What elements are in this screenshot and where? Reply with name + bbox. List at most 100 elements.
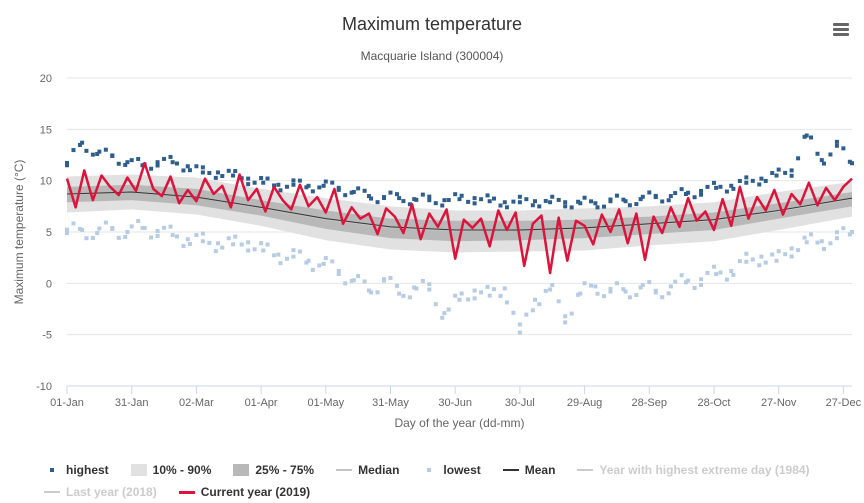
legend-item-lowest[interactable]: lowest	[421, 463, 481, 477]
lowest-point	[226, 236, 231, 241]
legend-item-band-25-75[interactable]: 25% - 75%	[233, 463, 314, 477]
legend-label: Last year (2018)	[66, 485, 157, 499]
highest-point	[537, 204, 542, 209]
highest-point	[155, 163, 160, 168]
highest-point	[802, 134, 807, 139]
legend-item-band-10-90[interactable]: 10% - 90%	[130, 463, 211, 477]
mean-line	[66, 191, 853, 231]
lowest-point	[744, 251, 749, 256]
lowest-point	[272, 253, 277, 258]
lowest-point	[556, 299, 561, 304]
highest-point	[548, 200, 553, 205]
lowest-point	[213, 249, 218, 254]
highest-point	[427, 198, 432, 203]
highest-point	[563, 200, 568, 205]
highest-point	[125, 160, 130, 165]
chart-subtitle: Macquarie Island (300004)	[360, 49, 504, 63]
lowest-point	[498, 293, 503, 298]
lowest-point	[323, 255, 328, 260]
highest-point	[601, 204, 606, 209]
highest-point	[394, 192, 399, 197]
highest-point	[640, 194, 645, 199]
legend-symbol	[502, 469, 519, 471]
highest-point	[623, 199, 628, 204]
legend-item-highest[interactable]: highest	[44, 463, 109, 477]
lowest-point	[116, 235, 121, 240]
legend-item-current[interactable]: Current year (2019)	[178, 485, 310, 499]
lowest-point	[261, 248, 266, 253]
highest-point	[504, 205, 509, 210]
highest-point	[770, 171, 775, 176]
lowest-point	[90, 235, 95, 240]
highest-point	[714, 185, 719, 190]
highest-point	[291, 178, 296, 183]
highest-point	[776, 167, 781, 172]
highest-point	[699, 192, 704, 197]
highest-point	[783, 170, 788, 175]
highest-point	[200, 170, 205, 175]
lowest-point	[589, 283, 594, 288]
highest-point	[485, 193, 490, 198]
lowest-point	[181, 244, 186, 249]
lowest-point	[714, 272, 719, 277]
hamburger-menu-icon[interactable]	[830, 20, 852, 38]
lowest-point	[77, 226, 82, 231]
highest-point	[412, 197, 417, 202]
lowest-point	[351, 278, 356, 283]
lowest-point	[750, 257, 755, 262]
highest-point	[330, 180, 335, 185]
x-tick-label: 01-Apr	[245, 397, 278, 409]
highest-point	[129, 158, 134, 163]
legend-item-median[interactable]: Median	[336, 463, 399, 477]
highest-point	[453, 192, 458, 197]
lowest-point	[660, 295, 665, 300]
lowest-point	[200, 231, 205, 236]
legend-item-last-year[interactable]: Last year (2018)	[44, 485, 157, 499]
lowest-point	[666, 291, 671, 296]
lowest-point	[582, 281, 587, 286]
lowest-point	[246, 248, 251, 253]
y-tick-label: 0	[46, 278, 52, 290]
lowest-point	[382, 277, 387, 282]
legend-label: highest	[66, 463, 109, 477]
lowest-point	[174, 234, 179, 239]
lowest-point	[259, 241, 264, 246]
highest-point	[744, 175, 749, 180]
highest-point	[116, 161, 121, 166]
highest-point	[336, 185, 341, 190]
x-tick-label: 31-Jan	[115, 397, 149, 409]
lowest-point	[578, 291, 583, 296]
highest-point	[276, 182, 281, 187]
chart-plot: 20 15 10 5 0 -5 -10 01-Jan 31-Jan 02-Mar 01-Apr 01-…	[12, 73, 862, 430]
legend-symbol	[233, 464, 250, 476]
lowest-point	[168, 224, 173, 229]
lowest-point	[802, 235, 807, 240]
x-tick-label: 31-May	[372, 397, 409, 409]
highest-point	[759, 176, 764, 181]
lowest-point	[80, 227, 85, 232]
lowest-point	[276, 252, 281, 257]
highest-point	[686, 190, 691, 195]
lowest-point	[804, 240, 809, 245]
highest-point	[246, 182, 251, 187]
x-tick-label: 29-Aug	[567, 397, 602, 409]
lowest-point	[737, 259, 742, 264]
highest-point	[446, 198, 451, 203]
highest-point	[569, 205, 574, 210]
highest-point	[530, 203, 535, 208]
lowest-point	[317, 263, 322, 268]
lowest-point	[640, 283, 645, 288]
lowest-point	[278, 261, 283, 266]
highest-point	[556, 197, 561, 202]
legend-item-year-highest[interactable]: Year with highest extreme day (1984)	[577, 463, 810, 477]
highest-point	[433, 201, 438, 206]
lowest-point	[215, 241, 220, 246]
highest-point	[627, 203, 632, 208]
x-tick-label: 30-Jul	[505, 397, 535, 409]
chart-title: Maximum temperature	[341, 14, 523, 34]
x-tick-label: 27-Nov	[761, 397, 797, 409]
legend-item-mean[interactable]: Mean	[502, 463, 555, 477]
lowest-point	[427, 287, 432, 292]
lowest-point	[97, 226, 102, 231]
lowest-point	[65, 227, 69, 232]
